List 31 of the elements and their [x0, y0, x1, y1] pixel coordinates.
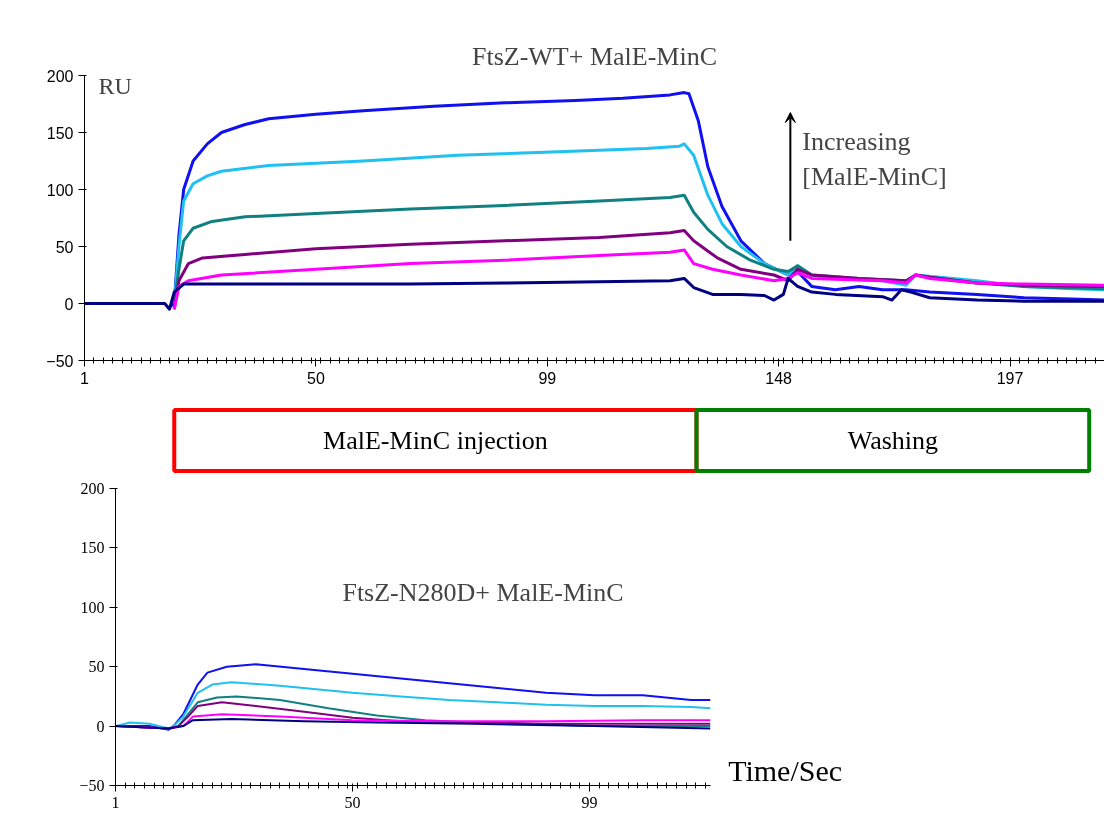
x-tick-label: 50 — [344, 793, 361, 811]
y-tick-label: 100 — [46, 181, 74, 199]
y-tick-label: 0 — [64, 295, 74, 313]
text: MalE-MinC injection — [323, 426, 548, 455]
line-series — [115, 681, 711, 730]
y-tick-label: 200 — [46, 67, 74, 85]
line-series — [172, 248, 1104, 311]
x-tick-label: 1 — [111, 793, 120, 811]
chart-title: FtsZ-WT+ MalE-MinC — [471, 41, 718, 71]
y-tick-label: 100 — [80, 598, 105, 616]
y-tick-label: 150 — [46, 124, 74, 142]
line-series — [84, 276, 1104, 311]
y-tick-label: 200 — [80, 480, 105, 497]
line-series — [115, 717, 711, 730]
text: Washing — [847, 426, 939, 455]
y-tick-label: −50 — [46, 352, 74, 370]
y-tick-label: −50 — [79, 777, 105, 794]
y-axis-title: RU — [98, 72, 132, 99]
text: FtsZ-N280D+ MalE-MinC — [342, 578, 624, 608]
x-axis-title: Time/Sec — [728, 754, 843, 788]
y-tick-label: 50 — [55, 238, 74, 256]
annotation: Increasing [MalE-MinC] — [802, 126, 947, 191]
x-tick-label: 50 — [306, 369, 325, 387]
x-tick-label: 99 — [538, 369, 557, 387]
x-tick-label: 148 — [765, 369, 793, 387]
x-tick-label: 99 — [581, 793, 598, 811]
y-tick-label: 0 — [96, 717, 105, 735]
x-tick-label: 197 — [996, 369, 1024, 387]
y-tick-label: 50 — [88, 658, 105, 676]
x-tick-label: 1 — [80, 369, 90, 387]
y-tick-label: 150 — [80, 539, 105, 557]
